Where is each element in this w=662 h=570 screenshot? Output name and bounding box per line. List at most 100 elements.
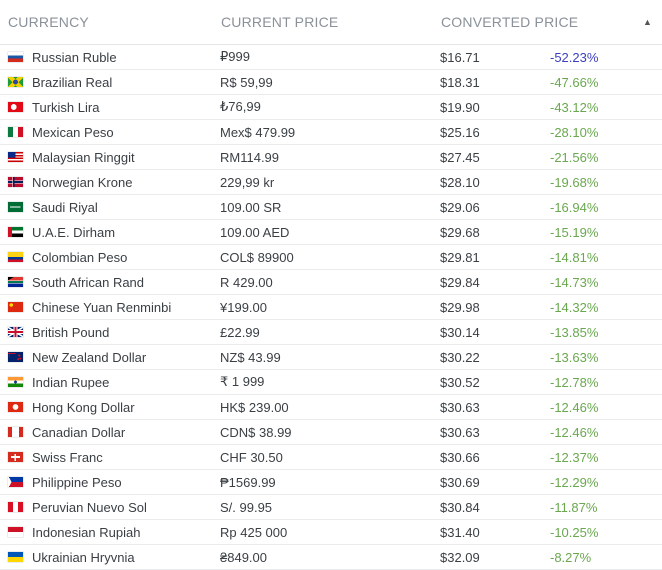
converted-price: $30.52 [440,374,480,390]
currency-cell: Turkish Lira [0,94,220,120]
current-price: NZ$ 43.99 [220,349,281,365]
difference-cell: -12.37% [550,444,662,470]
currency-name: Peruvian Nuevo Sol [32,499,147,515]
table-row[interactable]: Malaysian Ringgit RM114.99 $27.45 -21.56% [0,144,662,170]
table-row[interactable]: British Pound £22.99 $30.14 -13.85% [0,319,662,345]
converted-price-cell: $28.10 [440,169,550,195]
column-header-current-price-label: CURRENT PRICE [221,14,339,30]
current-price: CHF 30.50 [220,449,283,465]
converted-price: $29.84 [440,274,480,290]
column-header-converted-price-label: CONVERTED PRICE [441,14,579,30]
current-price: ₹ 1 999 [220,374,265,389]
converted-price: $18.31 [440,74,480,90]
column-header-currency[interactable]: CURRENCY [0,0,220,45]
converted-price-cell: $29.81 [440,244,550,270]
table-row[interactable]: Mexican Peso Mex$ 479.99 $25.16 -28.10% [0,119,662,145]
difference-cell: -11.87% [550,494,662,520]
currency-cell: Brazilian Real [0,69,220,95]
converted-price: $29.68 [440,224,480,240]
table-row[interactable]: South African Rand R 429.00 $29.84 -14.73% [0,269,662,295]
table-row[interactable]: Saudi Riyal 109.00 SR $29.06 -16.94% [0,194,662,220]
table-row[interactable]: Swiss Franc CHF 30.50 $30.66 -12.37% [0,444,662,470]
currency-cell: Norwegian Krone [0,169,220,195]
converted-price: $16.71 [440,49,480,65]
price-difference: -43.12% [550,99,599,115]
column-header-converted-price[interactable]: CONVERTED PRICE [440,0,643,45]
current-price-cell: 229,99 kr [220,169,440,195]
current-price: HK$ 239.00 [220,399,289,415]
price-difference: -13.63% [550,349,599,365]
converted-price-cell: $29.84 [440,269,550,295]
difference-cell: -43.12% [550,94,662,120]
converted-price: $30.63 [440,424,480,440]
currency-cell: U.A.E. Dirham [0,219,220,245]
currency-cell: Indonesian Rupiah [0,519,220,545]
converted-price-cell: $25.16 [440,119,550,145]
current-price: ¥199.00 [220,299,267,315]
price-difference: -16.94% [550,199,599,215]
no-flag-icon [8,177,23,188]
currency-name: Norwegian Krone [32,174,133,190]
mx-flag-icon [8,127,23,138]
table-row[interactable]: Turkish Lira ₺76,99 $19.90 -43.12% [0,94,662,120]
converted-price: $30.22 [440,349,480,365]
difference-cell: -10.25% [550,519,662,545]
currency-cell: Malaysian Ringgit [0,144,220,170]
price-difference: -10.25% [550,524,599,540]
difference-cell: -12.46% [550,419,662,445]
current-price: ₱1569.99 [220,474,276,490]
table-row[interactable]: Philippine Peso ₱1569.99 $30.69 -12.29% [0,469,662,495]
price-difference: -8.27% [550,549,592,565]
table-row[interactable]: U.A.E. Dirham 109.00 AED $29.68 -15.19% [0,219,662,245]
column-header-current-price[interactable]: CURRENT PRICE [220,0,440,45]
tr-flag-icon [8,102,23,113]
table-row[interactable]: Hong Kong Dollar HK$ 239.00 $30.63 -12.46% [0,394,662,420]
table-row[interactable]: Ukrainian Hryvnia ₴849.00 $32.09 -8.27% [0,544,662,570]
sort-toggle[interactable]: ▲ [642,0,662,45]
my-flag-icon [8,152,23,163]
current-price: RM114.99 [220,149,280,165]
table-row[interactable]: Russian Ruble ₽999 $16.71 -52.23% [0,44,662,70]
converted-price: $30.69 [440,474,480,490]
converted-price-cell: $30.22 [440,344,550,370]
current-price-cell: Mex$ 479.99 [220,119,440,145]
difference-cell: -52.23% [550,44,662,70]
table-row[interactable]: Chinese Yuan Renminbi ¥199.00 $29.98 -14.32… [0,294,662,320]
table-row[interactable]: Peruvian Nuevo Sol S/. 99.95 $30.84 -11.87% [0,494,662,520]
converted-price: $29.06 [440,199,480,215]
difference-cell: -16.94% [550,194,662,220]
pe-flag-icon [8,502,23,513]
currency-cell: South African Rand [0,269,220,295]
table-row[interactable]: Indian Rupee ₹ 1 999 $30.52 -12.78% [0,369,662,395]
current-price-cell: 109.00 AED [220,219,440,245]
current-price-cell: ₽999 [220,44,440,70]
converted-price-cell: $27.45 [440,144,550,170]
price-difference: -12.46% [550,399,599,415]
converted-price-cell: $30.69 [440,469,550,495]
currency-cell: Indian Rupee [0,369,220,395]
currency-name: Mexican Peso [32,124,114,140]
currency-name: Russian Ruble [32,49,117,65]
table-row[interactable]: Brazilian Real R$ 59,99 $18.31 -47.66% [0,69,662,95]
price-difference: -12.29% [550,474,599,490]
converted-price: $31.40 [440,524,480,540]
currency-cell: New Zealand Dollar [0,344,220,370]
ca-flag-icon [8,427,23,438]
difference-cell: -12.46% [550,394,662,420]
za-flag-icon [8,277,23,288]
converted-price: $27.45 [440,149,480,165]
table-row[interactable]: New Zealand Dollar NZ$ 43.99 $30.22 -13.63% [0,344,662,370]
difference-cell: -13.63% [550,344,662,370]
table-row[interactable]: Canadian Dollar CDN$ 38.99 $30.63 -12.46% [0,419,662,445]
converted-price-cell: $16.71 [440,44,550,70]
table-row[interactable]: Indonesian Rupiah Rp 425 000 $31.40 -10.25% [0,519,662,545]
price-difference: -14.81% [550,249,599,265]
nz-flag-icon [8,352,23,363]
cn-flag-icon [8,302,23,313]
table-row[interactable]: Norwegian Krone 229,99 kr $28.10 -19.68% [0,169,662,195]
currency-cell: British Pound [0,319,220,345]
table-row[interactable]: Colombian Peso COL$ 89900 $29.81 -14.81% [0,244,662,270]
currency-name: British Pound [32,324,110,340]
difference-cell: -15.19% [550,219,662,245]
